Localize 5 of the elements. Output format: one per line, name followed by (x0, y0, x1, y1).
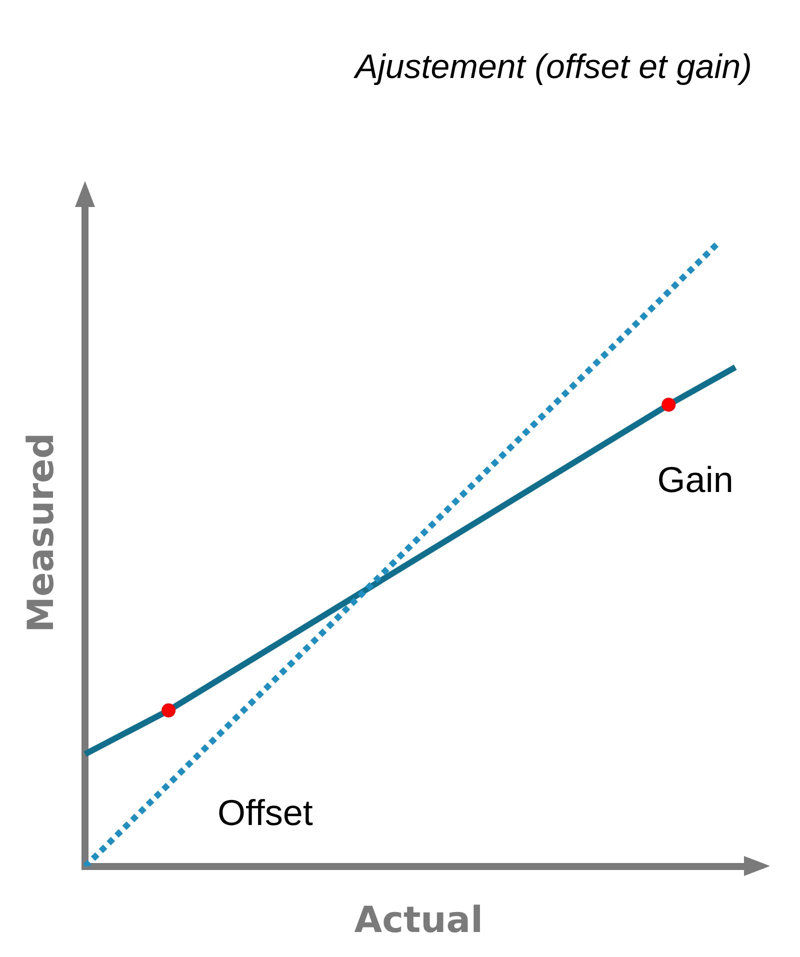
y-axis-title: Measured (20, 432, 62, 632)
x-axis-title: Actual (354, 900, 483, 941)
annotation: Offset (218, 792, 313, 834)
annotation: Gain (657, 458, 734, 500)
chart-title: Ajustement (offset et gain) (353, 48, 752, 86)
